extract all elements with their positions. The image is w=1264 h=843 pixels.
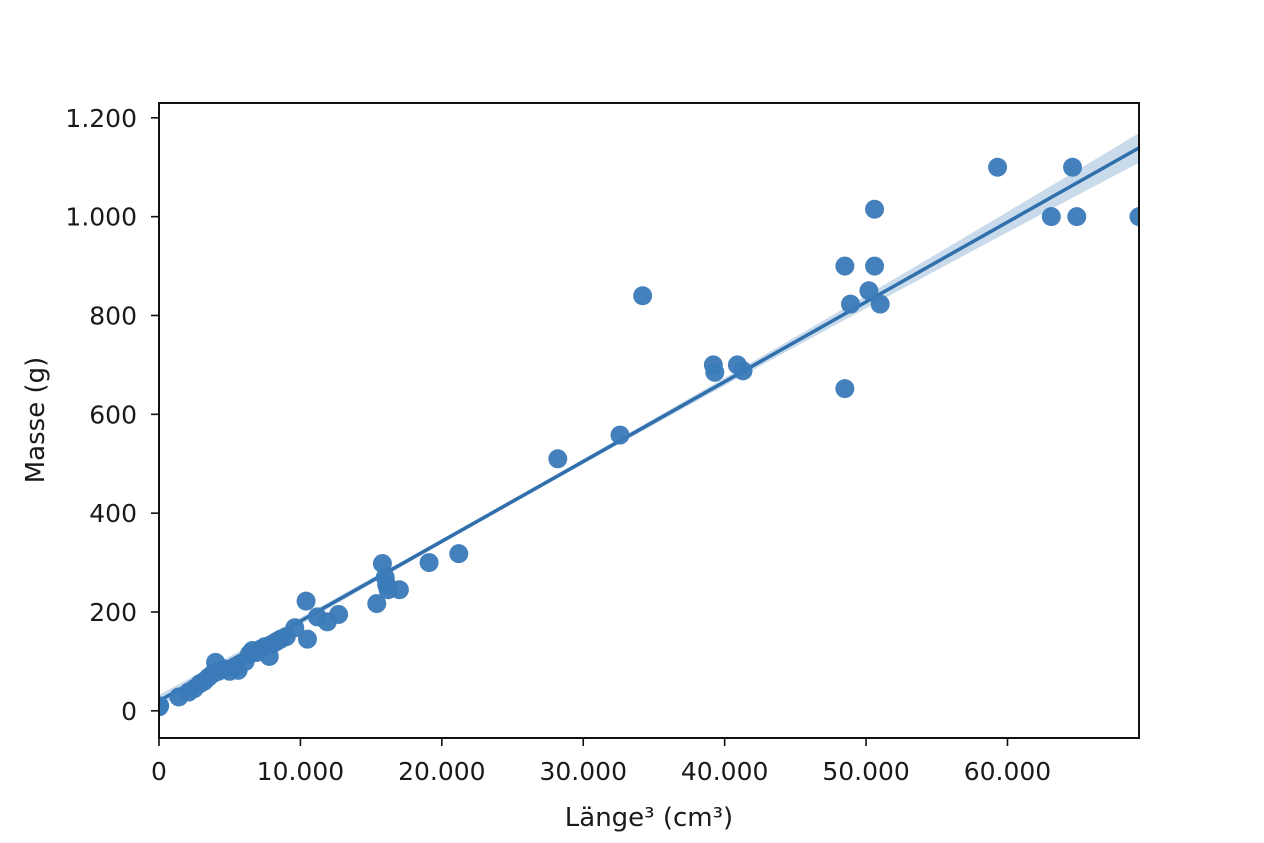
data-point [610, 425, 630, 445]
plot-frame [158, 102, 1140, 739]
data-point [705, 362, 725, 382]
y-tick-label: 400 [89, 499, 137, 528]
data-point [835, 256, 855, 276]
x-axis-label: Länge³ (cm³) [565, 803, 733, 833]
x-tick-label: 60.000 [964, 757, 1051, 786]
y-tick-label: 1.200 [65, 104, 137, 133]
y-axis-label: Masse (g) [21, 357, 51, 484]
data-point [1129, 207, 1139, 227]
plot-area [159, 133, 1139, 717]
data-point [870, 294, 890, 314]
data-point [285, 618, 305, 638]
y-tick-label: 200 [89, 598, 137, 627]
data-point [988, 157, 1008, 177]
data-point [329, 604, 349, 624]
regression-line [159, 146, 1139, 703]
data-point [835, 379, 855, 399]
data-point [419, 553, 439, 573]
data-point [367, 594, 387, 614]
x-tick-label: 0 [151, 757, 167, 786]
data-point [548, 449, 568, 469]
data-point [159, 696, 170, 716]
data-point [296, 591, 316, 611]
x-axis: 0 10.000 20.000 30.000 40.000 50.000 60.000 [151, 738, 1051, 786]
data-point [449, 544, 469, 564]
x-tick-label: 40.000 [681, 757, 768, 786]
data-point [1041, 207, 1061, 227]
x-tick-label: 30.000 [540, 757, 627, 786]
data-point [633, 286, 653, 306]
data-point [1063, 157, 1083, 177]
y-tick-label: 1.000 [65, 203, 137, 232]
y-axis: 0 200 400 600 800 1.000 1.200 [65, 104, 159, 726]
data-point [841, 294, 861, 314]
x-tick-label: 50.000 [822, 757, 909, 786]
data-point [389, 580, 409, 600]
y-tick-label: 800 [89, 301, 137, 330]
data-point [297, 629, 317, 649]
y-tick-label: 0 [121, 697, 137, 726]
data-point [733, 361, 753, 381]
x-tick-label: 10.000 [257, 757, 344, 786]
data-point [859, 281, 879, 301]
y-tick-label: 600 [89, 400, 137, 429]
data-point [865, 199, 885, 219]
data-point [1067, 207, 1087, 227]
x-tick-label: 20.000 [398, 757, 485, 786]
data-point [865, 256, 885, 276]
